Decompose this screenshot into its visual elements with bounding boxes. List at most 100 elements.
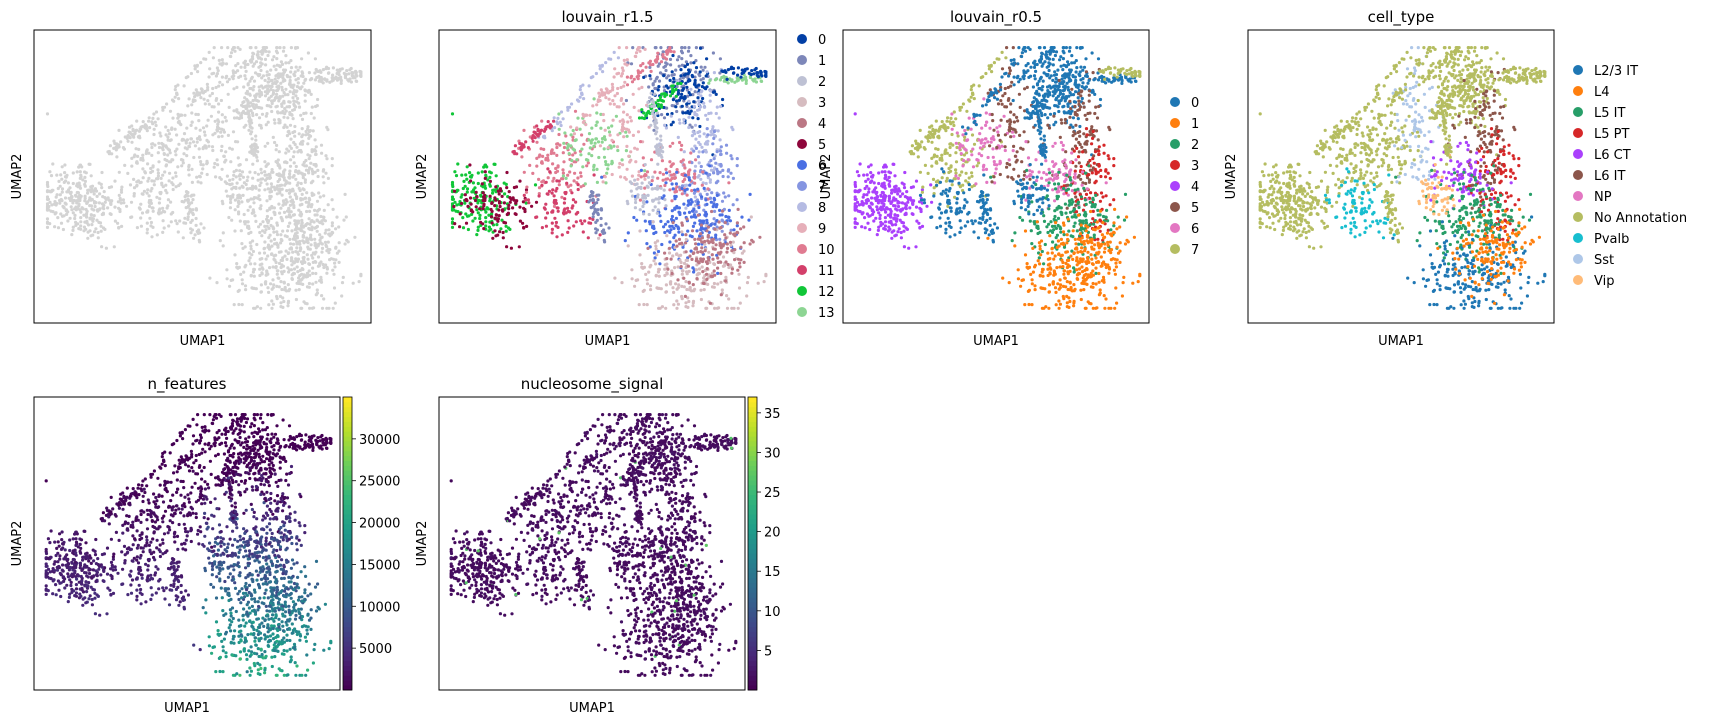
data-point bbox=[739, 245, 743, 249]
data-point bbox=[610, 172, 614, 177]
data-point bbox=[53, 212, 57, 216]
data-point bbox=[654, 125, 658, 129]
data-point bbox=[102, 207, 106, 211]
data-point bbox=[145, 210, 149, 214]
data-point bbox=[167, 224, 171, 228]
data-point bbox=[282, 46, 286, 50]
data-point bbox=[739, 258, 743, 262]
data-point bbox=[703, 249, 707, 253]
data-point bbox=[651, 187, 655, 191]
data-point bbox=[700, 259, 705, 264]
data-point bbox=[870, 196, 874, 200]
data-point bbox=[895, 189, 899, 193]
data-point bbox=[277, 202, 281, 206]
data-point bbox=[540, 161, 544, 165]
data-point bbox=[687, 201, 691, 205]
data-point bbox=[205, 124, 209, 128]
data-point bbox=[303, 164, 307, 168]
data-point bbox=[704, 113, 708, 117]
data-point bbox=[630, 268, 634, 272]
data-point bbox=[469, 175, 473, 179]
data-point bbox=[748, 75, 753, 79]
data-point bbox=[231, 46, 236, 50]
legend-marker bbox=[797, 55, 807, 65]
data-point bbox=[580, 133, 584, 137]
data-point bbox=[278, 65, 282, 69]
data-point bbox=[243, 74, 247, 78]
data-point bbox=[706, 133, 710, 137]
data-point bbox=[680, 57, 684, 61]
data-point bbox=[728, 231, 732, 235]
data-point bbox=[745, 281, 750, 285]
data-point bbox=[676, 286, 680, 290]
data-point bbox=[524, 190, 529, 194]
data-point bbox=[551, 188, 555, 192]
data-point bbox=[314, 152, 318, 157]
data-point bbox=[654, 145, 659, 150]
data-point bbox=[659, 148, 663, 153]
data-point bbox=[59, 198, 63, 202]
data-point bbox=[493, 229, 497, 233]
data-point bbox=[220, 134, 224, 138]
data-point bbox=[629, 189, 633, 193]
data-point bbox=[307, 90, 312, 94]
data-point bbox=[896, 204, 901, 209]
data-point bbox=[677, 55, 681, 59]
data-point bbox=[645, 200, 649, 204]
data-point bbox=[310, 193, 314, 197]
data-point bbox=[680, 284, 684, 288]
data-point bbox=[494, 234, 498, 238]
data-point bbox=[731, 128, 735, 132]
data-point bbox=[300, 192, 304, 196]
data-point bbox=[224, 76, 228, 80]
data-point bbox=[675, 109, 679, 114]
data-point bbox=[324, 171, 328, 175]
data-point bbox=[46, 184, 50, 189]
data-point bbox=[914, 245, 918, 249]
data-point bbox=[273, 121, 277, 125]
data-point bbox=[550, 227, 555, 231]
data-point bbox=[136, 154, 140, 158]
data-point bbox=[506, 226, 511, 230]
data-point bbox=[158, 131, 162, 135]
data-point bbox=[79, 210, 83, 214]
data-point bbox=[309, 77, 314, 81]
data-point bbox=[196, 180, 200, 184]
legend-label: 0 bbox=[818, 33, 826, 48]
data-point bbox=[325, 78, 329, 82]
data-point bbox=[725, 151, 729, 155]
data-point bbox=[309, 233, 313, 237]
data-point bbox=[596, 99, 600, 104]
data-point bbox=[248, 120, 252, 124]
data-point bbox=[956, 134, 960, 138]
data-point bbox=[247, 259, 251, 263]
data-point bbox=[281, 305, 285, 309]
data-point bbox=[326, 176, 330, 180]
data-point bbox=[354, 69, 358, 73]
data-point bbox=[296, 270, 300, 274]
data-point bbox=[279, 81, 283, 85]
data-point bbox=[233, 198, 237, 202]
data-point bbox=[649, 69, 653, 73]
legend-label: 5 bbox=[818, 138, 826, 153]
data-point bbox=[617, 165, 621, 169]
data-point bbox=[259, 177, 263, 181]
data-point bbox=[550, 191, 554, 195]
data-point bbox=[214, 175, 218, 179]
data-point bbox=[194, 88, 198, 92]
data-point bbox=[548, 170, 552, 174]
data-point bbox=[216, 122, 220, 126]
data-point bbox=[79, 216, 83, 220]
data-point bbox=[673, 197, 677, 201]
data-point bbox=[888, 207, 892, 212]
data-point bbox=[612, 50, 616, 55]
data-point bbox=[972, 142, 977, 146]
data-point bbox=[96, 236, 100, 240]
data-point bbox=[270, 170, 274, 174]
data-point bbox=[141, 192, 145, 196]
data-point bbox=[237, 302, 241, 307]
data-point bbox=[197, 119, 201, 123]
data-point bbox=[113, 205, 117, 209]
data-point bbox=[207, 144, 211, 148]
data-point bbox=[694, 137, 698, 141]
